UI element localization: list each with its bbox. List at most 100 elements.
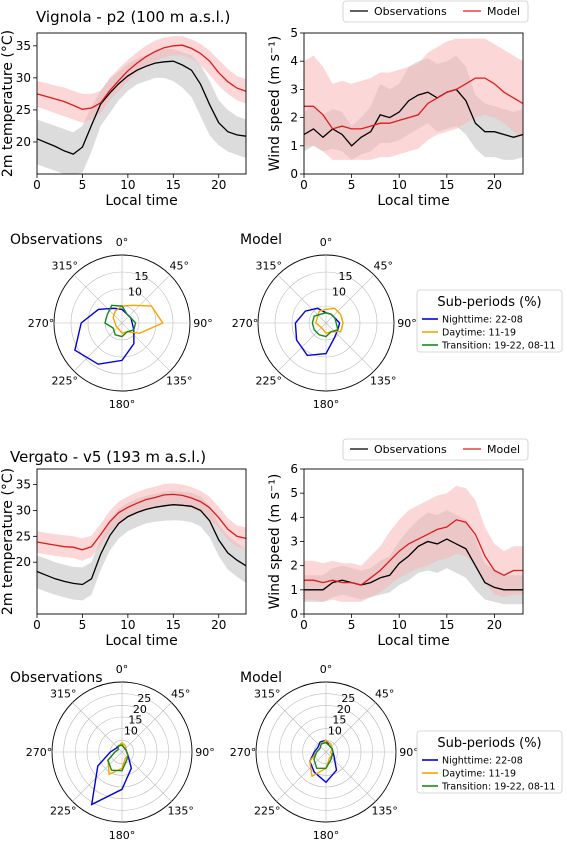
wind-chart-0: 0 5 10 15 20 0 1 2 3 4 5 Local time Wind speed (m s⁻… xyxy=(267,26,524,209)
x-tick-label: 15 xyxy=(439,178,454,192)
rose-radial-tick: 20 xyxy=(337,703,351,716)
rose-grid-spoke xyxy=(72,751,123,802)
rose-grid-spoke xyxy=(325,751,376,802)
rose-title: Observations xyxy=(10,670,103,686)
rose-grid-spoke xyxy=(276,702,327,753)
rose-radial-tick: 15 xyxy=(339,270,353,283)
transition-rose-series xyxy=(107,744,129,772)
x-tick-label: 5 xyxy=(348,178,356,192)
y-tick-label: 35 xyxy=(16,39,31,53)
model-spread-band xyxy=(37,483,246,561)
y-tick-label: 3 xyxy=(290,82,298,96)
rose-direction-label: 135° xyxy=(167,805,194,818)
rose-direction-label: 270° xyxy=(26,746,53,759)
y-tick-label: 20 xyxy=(16,555,31,569)
x-axis-label: Local time xyxy=(377,633,449,649)
y-tick-label: 30 xyxy=(16,503,31,517)
rose-title: Model xyxy=(240,670,282,686)
obs-spread-band xyxy=(37,490,246,601)
x-tick-label: 5 xyxy=(348,618,356,632)
y-tick-label: 0 xyxy=(290,607,298,621)
x-tick-label: 5 xyxy=(79,618,87,632)
transition-rose-series xyxy=(104,304,137,338)
rose-radial-tick: 10 xyxy=(128,286,142,299)
y-tick-label: 2 xyxy=(290,111,298,125)
rose-direction-label: 270° xyxy=(230,746,257,759)
rose-direction-label: 315° xyxy=(51,260,78,273)
daytime-legend-label: Daytime: 11-19 xyxy=(442,769,516,780)
plot-frame xyxy=(36,468,247,615)
transition-legend-label: Transition: 19-22, 08-11 xyxy=(441,341,555,352)
rose-direction-label: 180° xyxy=(109,398,136,411)
rose-direction-label: 90° xyxy=(193,317,213,330)
y-axis-label: 2m temperature (°C) xyxy=(0,30,16,177)
wind-rose-1-1: Model 0° 45° 90° 135° 180° 225° 270° 315° 1015202… xyxy=(230,663,419,842)
rose-radial-tick: 20 xyxy=(133,703,147,716)
rose-direction-label: 135° xyxy=(166,374,193,387)
rose-grid-spoke xyxy=(121,274,171,324)
nighttime-legend-label: Nighttime: 22-08 xyxy=(442,756,523,767)
legend-box xyxy=(342,0,529,23)
y-tick-label: 2 xyxy=(290,559,298,573)
rose-direction-label: 225° xyxy=(51,374,78,387)
rose-direction-label: 270° xyxy=(28,317,55,330)
rose-direction-label: 45° xyxy=(374,260,394,273)
rose-direction-label: 225° xyxy=(50,805,77,818)
model-spread-band xyxy=(304,485,523,602)
daytime-legend-label: Daytime: 11-19 xyxy=(442,328,516,339)
model-spread-band xyxy=(304,38,523,160)
x-axis-label: Local time xyxy=(105,633,177,649)
rose-direction-label: 0° xyxy=(116,236,129,249)
rose-grid-spoke xyxy=(121,751,172,802)
rose-radial-tick: 15 xyxy=(128,714,142,727)
model-series-line xyxy=(304,77,524,130)
rose-direction-label: 45° xyxy=(375,687,395,700)
y-tick-label: 4 xyxy=(290,54,298,68)
y-axis-label: Wind speed (m s⁻¹) xyxy=(267,474,283,610)
plot-frame xyxy=(36,32,247,175)
obs-legend-label: Observations xyxy=(374,443,447,456)
model-spread-band xyxy=(37,36,246,123)
legend-box xyxy=(416,289,563,353)
transition-rose-series xyxy=(311,312,339,338)
y-axis-label: Wind speed (m s⁻¹) xyxy=(267,36,283,172)
y-tick-label: 6 xyxy=(290,462,298,476)
rose-direction-label: 315° xyxy=(50,687,77,700)
nighttime-legend-label: Nighttime: 22-08 xyxy=(442,315,523,326)
rose-direction-label: 270° xyxy=(232,317,259,330)
series-legend-1: Observations Model xyxy=(342,438,529,461)
rose-grid-spoke xyxy=(72,702,123,753)
x-tick-label: 0 xyxy=(300,178,308,192)
station-title: Vignola - p2 (100 m a.s.l.) xyxy=(36,8,230,26)
wind-rose-0-1: Model 0° 45° 90° 135° 180° 225° 270° 315° 10 15 xyxy=(232,232,417,411)
subperiod-legend: Sub-periods (%) Nighttime: 22-08 Daytime: … xyxy=(416,289,563,353)
x-tick-label: 15 xyxy=(166,178,181,192)
rose-radial-tick: 15 xyxy=(332,714,346,727)
obs-series-line xyxy=(304,538,523,591)
rose-direction-label: 45° xyxy=(171,687,191,700)
x-tick-label: 10 xyxy=(392,618,407,632)
daytime-rose-series xyxy=(315,307,344,334)
y-tick-label: 5 xyxy=(290,486,298,500)
nighttime-rose-series xyxy=(90,744,133,806)
obs-series-line xyxy=(36,60,247,155)
temperature-chart-0: 0 5 10 15 20 20 25 30 35 Local time 2m temperature… xyxy=(0,30,247,209)
rose-direction-label: 0° xyxy=(116,663,129,676)
transition-rose-series xyxy=(313,741,334,770)
rose-direction-label: 180° xyxy=(313,829,340,842)
nighttime-rose-series xyxy=(74,307,135,365)
y-tick-label: 1 xyxy=(290,139,298,153)
x-tick-label: 20 xyxy=(211,618,226,632)
wind-rose-1-0: Observations 0° 45° 90° 135° 180° 225° 270° 315°… xyxy=(10,663,215,842)
rose-direction-label: 90° xyxy=(399,746,419,759)
rose-direction-label: 45° xyxy=(170,260,190,273)
y-tick-label: 3 xyxy=(290,535,298,549)
y-tick-label: 4 xyxy=(290,510,298,524)
x-tick-label: 15 xyxy=(166,618,181,632)
nighttime-rose-series xyxy=(309,739,338,784)
rose-direction-label: 135° xyxy=(371,805,398,818)
model-legend-label: Model xyxy=(487,5,520,18)
rose-grid-spoke xyxy=(276,751,327,802)
x-tick-label: 0 xyxy=(33,618,41,632)
